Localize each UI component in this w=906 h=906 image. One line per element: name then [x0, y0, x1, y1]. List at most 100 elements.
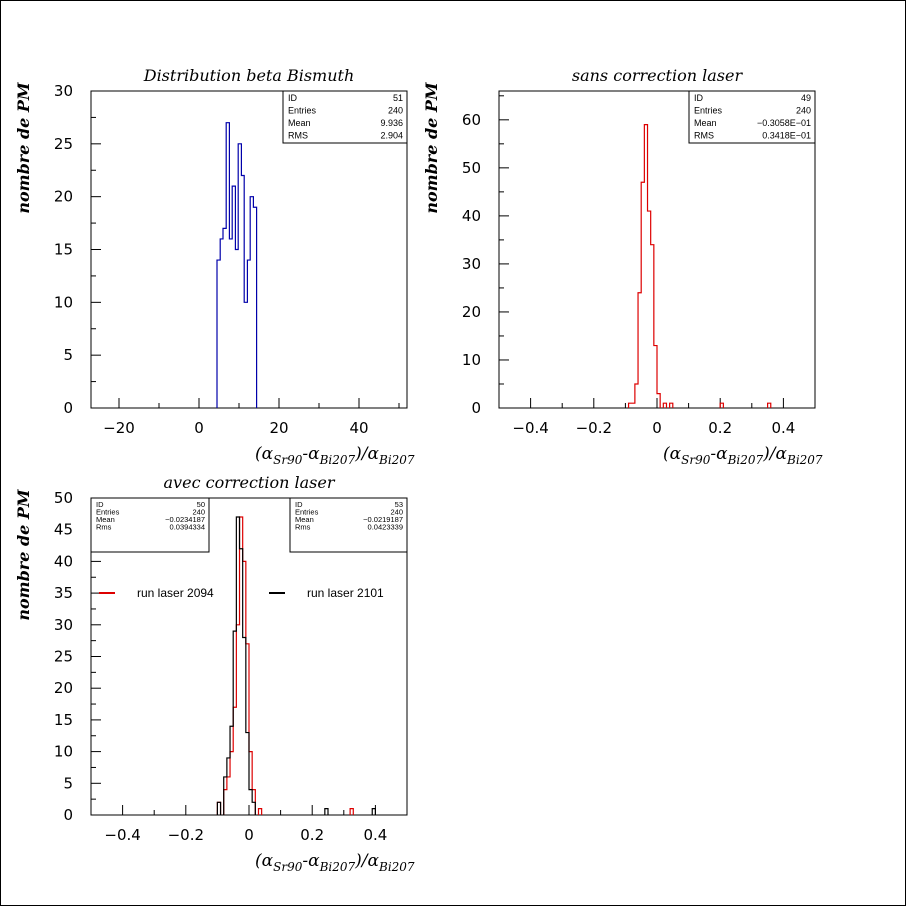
histogram-bin — [258, 809, 261, 815]
x-label-subscript: Bi207 — [319, 453, 356, 467]
histogram-bin — [233, 631, 236, 815]
y-tick-label: 45 — [54, 521, 73, 539]
legend-label: run laser 2094 — [137, 586, 214, 600]
stats-box: ID 49 Entries 240 Mean −0.3058E−01 RMS 0.3418E−… — [688, 90, 816, 144]
y-tick-label: 40 — [462, 207, 481, 225]
y-tick-label: 15 — [54, 241, 73, 259]
stats-key: Mean — [295, 515, 314, 524]
x-tick-label: 0 — [194, 419, 204, 437]
histogram-bin — [217, 802, 220, 815]
y-tick-label: 15 — [54, 711, 73, 729]
stats-value: −0.3058E−01 — [757, 118, 811, 128]
histogram-bin — [720, 403, 723, 408]
x-tick-label: −0.2 — [576, 419, 612, 437]
y-tick-label: 30 — [54, 616, 73, 634]
x-tick-label: −20 — [103, 419, 135, 437]
histogram-bin — [227, 758, 230, 815]
histogram-bin — [226, 123, 229, 408]
x-label-part: (α — [255, 444, 274, 464]
series-0 — [216, 122, 258, 409]
y-tick-label: 40 — [54, 552, 73, 570]
histogram-bin — [350, 809, 353, 815]
histogram-bin — [372, 809, 375, 815]
chart-title: sans correction laser — [572, 66, 744, 85]
stats-value: 49 — [801, 93, 811, 103]
y-tick-label: 25 — [54, 648, 73, 666]
histogram-bin — [236, 517, 239, 815]
y-tick-label: 20 — [54, 188, 73, 206]
x-label-part: -α — [710, 444, 728, 464]
y-axis-label: nombre de PM — [14, 488, 33, 621]
legend-entry: run laser 2094 — [99, 586, 214, 600]
x-tick-label: 0 — [652, 419, 662, 437]
histogram-bin — [238, 144, 241, 408]
stats-key: Entries — [288, 106, 317, 116]
y-tick-label: 10 — [54, 743, 73, 761]
x-label-subscript: Bi207 — [378, 860, 415, 874]
y-tick-label: 35 — [54, 584, 73, 602]
histogram-bin — [244, 302, 247, 408]
stats-key: Mean — [96, 515, 115, 524]
stats-value: 0.0423339 — [368, 523, 403, 532]
stats-key: Entries — [96, 508, 120, 517]
chart-bismuth: Distribution beta Bismuth nombre de PM (αS… — [14, 66, 415, 467]
stats-value: 240 — [388, 106, 403, 116]
stats-key: RMS — [288, 131, 308, 141]
chart-sans: sans correction laser nombre de PM (αSr90-… — [422, 66, 823, 467]
stats-box-frame — [282, 90, 408, 144]
stats-box-frame — [289, 497, 408, 553]
stats-box: ID 53 Entries 240 Mean −0.0219187 Rms 0.0423339 — [289, 497, 408, 553]
stats-key: Entries — [694, 106, 723, 116]
x-tick-label: 20 — [269, 419, 288, 437]
x-label-subscript: Sr90 — [681, 453, 711, 467]
x-tick-label: 0 — [244, 826, 254, 844]
stats-value: −0.0234187 — [165, 515, 205, 524]
histogram-bin — [220, 239, 223, 408]
stats-key: RMS — [694, 131, 714, 141]
stats-key: Mean — [694, 118, 717, 128]
stats-key: Rms — [96, 523, 112, 532]
y-tick-label: 10 — [462, 351, 481, 369]
histogram-outline — [216, 516, 376, 815]
y-axis-label: nombre de PM — [14, 81, 33, 214]
x-axis-label: (αSr90-αBi207)/αBi207 — [663, 444, 823, 467]
y-tick-label: 30 — [54, 82, 73, 100]
stats-key: ID — [288, 93, 298, 103]
stats-box: ID 51 Entries 240 Mean 9.936 RMS 2.904 — [282, 90, 408, 144]
stats-box: ID 50 Entries 240 Mean −0.0234187 Rms 0.0394334 — [90, 497, 210, 553]
y-tick-label: 30 — [462, 255, 481, 273]
x-tick-label: 0.2 — [300, 826, 324, 844]
stats-value: 0.3418E−01 — [762, 131, 811, 141]
histogram-outline — [627, 124, 772, 408]
x-axis-label: (αSr90-αBi207)/αBi207 — [255, 851, 415, 874]
histogram-bin — [641, 182, 644, 408]
x-tick-label: 40 — [349, 419, 368, 437]
x-label-subscript: Bi207 — [319, 860, 356, 874]
histogram-bin — [629, 403, 632, 408]
histogram-bin — [657, 394, 660, 408]
histogram-bin — [325, 809, 328, 815]
stats-key: ID — [96, 500, 104, 509]
histogram-bin — [241, 176, 244, 408]
stats-value: 240 — [796, 106, 811, 116]
histogram-bin — [638, 293, 641, 408]
x-tick-label: −0.4 — [104, 826, 140, 844]
histogram-outline — [216, 122, 258, 408]
stats-box-frame — [90, 497, 210, 553]
histogram-bin — [230, 726, 233, 815]
histogram-bin — [250, 197, 253, 408]
x-label-subscript: Bi207 — [786, 453, 823, 467]
stats-value: 9.936 — [380, 118, 403, 128]
x-label-part: -α — [302, 851, 320, 871]
x-label-subscript: Bi207 — [727, 453, 764, 467]
histogram-bin — [243, 637, 246, 815]
stats-key: Rms — [295, 523, 311, 532]
y-tick-label: 60 — [462, 111, 481, 129]
x-label-part: (α — [255, 851, 274, 871]
histogram-bin — [635, 384, 638, 408]
histogram-bin — [235, 250, 238, 409]
x-label-part: )/α — [354, 851, 379, 871]
y-axis-label: nombre de PM — [422, 81, 441, 214]
x-tick-label: 0.4 — [363, 826, 387, 844]
